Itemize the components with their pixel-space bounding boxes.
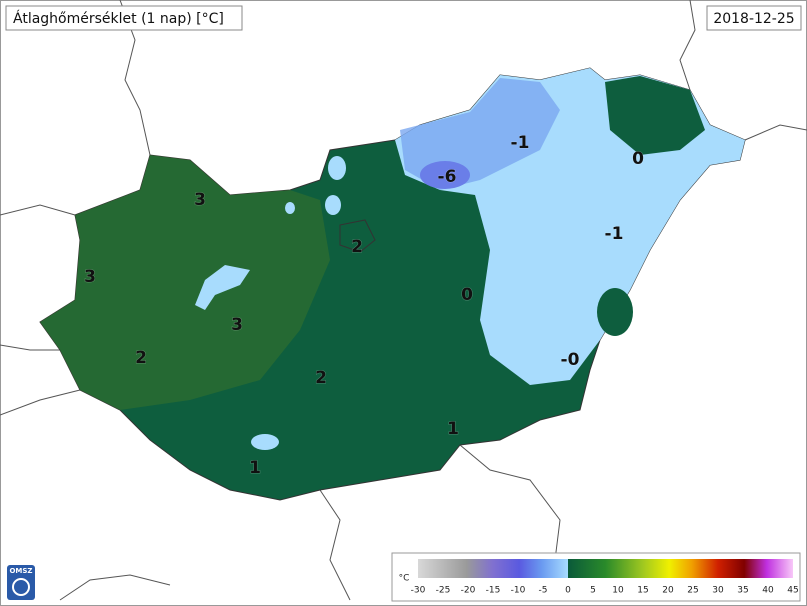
value-label: 3 <box>84 267 96 287</box>
legend-unit: °C <box>399 574 410 584</box>
map-date: 2018-12-25 <box>713 11 794 27</box>
legend-tick-label: 40 <box>762 586 774 596</box>
legend-tick-label: 10 <box>612 586 624 596</box>
legend-tick-label: 20 <box>662 586 674 596</box>
logo-icon <box>12 578 30 596</box>
legend-tick-label: 30 <box>712 586 724 596</box>
legend-tick-label: -5 <box>539 586 548 596</box>
value-label: -6 <box>438 167 457 187</box>
legend-tick-label: -15 <box>486 586 501 596</box>
region-coldest <box>420 161 470 189</box>
legend-tick-label: 25 <box>687 586 698 596</box>
value-label: 3 <box>231 315 243 335</box>
lake <box>285 202 295 214</box>
region-green <box>597 288 633 336</box>
value-label: 1 <box>447 419 459 439</box>
city-border <box>339 219 376 253</box>
color-bar <box>418 559 793 578</box>
value-label: -0 <box>561 350 580 370</box>
value-label: 1 <box>249 458 261 478</box>
legend-tick-label: -25 <box>436 586 451 596</box>
legend-tick-label: 15 <box>637 586 648 596</box>
region-west <box>40 155 330 410</box>
value-label: 0 <box>632 149 644 169</box>
legend-tick-label: 35 <box>737 586 748 596</box>
value-label: 2 <box>351 237 363 257</box>
lake <box>195 265 250 310</box>
lake <box>328 156 346 180</box>
map-title: Átlaghőmérséklet (1 nap) [°C] <box>13 10 224 27</box>
color-legend: °C -30 -25 -20 -15 -10 -5 0 5 10 15 20 25 30 35 40 45 <box>391 552 801 602</box>
title-box <box>5 5 243 31</box>
map-labels: 3 3 3 2 2 2 1 1 0 -1 -1 0 -6 -0 <box>84 133 645 479</box>
legend-tick-label: 45 <box>787 586 798 596</box>
value-label: -1 <box>605 224 624 244</box>
legend-tick-label: -20 <box>461 586 476 596</box>
legend-tick-label: -10 <box>511 586 526 596</box>
legend-tick-label: -30 <box>411 586 426 596</box>
region-green <box>605 76 705 155</box>
value-label: 2 <box>135 348 147 368</box>
lake <box>251 434 279 450</box>
legend-tick-label: 0 <box>565 586 571 596</box>
value-label: -1 <box>511 133 530 153</box>
lake <box>325 195 341 215</box>
logo-text: OMSZ <box>9 567 32 575</box>
legend-tick-label: 5 <box>590 586 596 596</box>
value-label: 2 <box>315 368 327 388</box>
date-box <box>706 5 802 31</box>
value-label: 0 <box>461 285 473 305</box>
value-label: 3 <box>194 190 206 210</box>
